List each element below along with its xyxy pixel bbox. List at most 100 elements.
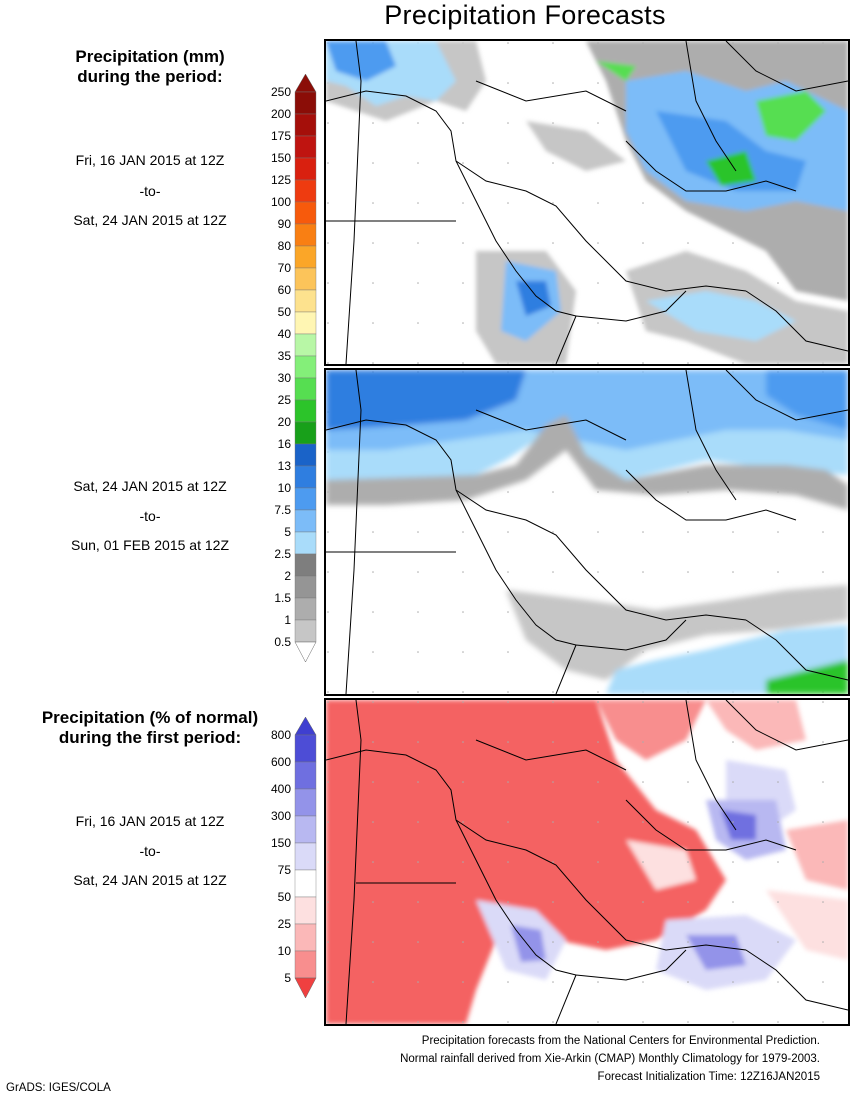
legend-pct-swatch — [294, 977, 317, 999]
legend-mm-label: 13 — [278, 459, 292, 473]
legend-pct-label: 300 — [271, 809, 291, 823]
legend-pct-swatch — [294, 761, 317, 790]
legend-mm-swatch — [294, 135, 317, 159]
legend-mm-swatch — [294, 157, 317, 181]
legend-pct-swatch — [294, 896, 317, 925]
legend-pct-swatch — [294, 788, 317, 817]
legend-pct-label: 600 — [271, 755, 291, 769]
legend-mm-swatch — [294, 113, 317, 137]
legend-mm-label: 2 — [284, 569, 291, 583]
legend-mm-label: 2.5 — [274, 547, 291, 561]
legend-pct-swatch — [294, 923, 317, 952]
legend-mm-swatch — [294, 509, 317, 533]
credits-line3: Forecast Initialization Time: 12Z16JAN20… — [597, 1071, 820, 1083]
legend-mm-label: 80 — [278, 239, 292, 253]
legend-mm-label: 1 — [284, 613, 291, 627]
credits-line2: Normal rainfall derived from Xie-Arkin (… — [400, 1053, 820, 1065]
legend-mm-swatch — [294, 201, 317, 225]
legend-mm-swatch — [294, 641, 317, 663]
legend-mm-swatch — [294, 597, 317, 621]
heading-precip-pct-line1: Precipitation (% of normal) — [41, 708, 259, 727]
legend-mm-label: 1.5 — [274, 591, 291, 605]
legend-pct-label: 150 — [271, 836, 291, 850]
legend-mm-label: 100 — [271, 195, 291, 209]
legend-mm-swatch — [294, 179, 317, 203]
legend-mm-swatch — [294, 223, 317, 247]
legend-pct-label: 75 — [278, 863, 292, 877]
heading-precip-pct-line2: during the first period: — [58, 728, 242, 747]
legend-mm-swatch — [294, 289, 317, 313]
legend-pct-swatch — [294, 734, 317, 763]
legend-pct-label: 5 — [284, 971, 291, 985]
legend-mm-label: 250 — [271, 85, 291, 99]
legend-pct-label: 25 — [278, 917, 292, 931]
legend-mm-label: 10 — [278, 481, 292, 495]
legend-mm-label: 7.5 — [274, 503, 291, 517]
legend-mm-swatch — [294, 443, 317, 467]
legend-mm-swatch — [294, 311, 317, 335]
legend-mm-swatch — [294, 377, 317, 401]
legend-pct-label: 50 — [278, 890, 292, 904]
period-3-to: Sat, 24 JAN 2015 at 12Z — [73, 872, 227, 888]
map-panel-percent-of-normal — [324, 698, 850, 1026]
legend-pct-label: 400 — [271, 782, 291, 796]
legend-mm-swatch — [294, 267, 317, 291]
map-panel-week1-precip — [324, 39, 850, 366]
legend-mm-label: 0.5 — [274, 635, 291, 649]
heading-precip-pct: Precipitation (% of normal) during the f… — [10, 708, 290, 748]
legend-mm-label: 35 — [278, 349, 292, 363]
legend-pct-top-arrow — [294, 716, 317, 736]
legend-mm-label: 25 — [278, 393, 292, 407]
legend-mm-label: 90 — [278, 217, 292, 231]
legend-mm-swatch — [294, 619, 317, 643]
credits-line1: Precipitation forecasts from the Nationa… — [421, 1035, 820, 1047]
legend-mm-label: 20 — [278, 415, 292, 429]
legend-mm-swatch — [294, 575, 317, 599]
legend-mm-swatch — [294, 553, 317, 577]
heading-precip-mm-line2: during the period: — [77, 67, 223, 86]
period-2-to: Sun, 01 FEB 2015 at 12Z — [71, 537, 229, 553]
legend-pct-swatch — [294, 950, 317, 979]
legend-mm-label: 50 — [278, 305, 292, 319]
legend-mm-swatch — [294, 245, 317, 269]
legend-mm-swatch — [294, 421, 317, 445]
legend-mm-label: 200 — [271, 107, 291, 121]
legend-mm-label: 175 — [271, 129, 291, 143]
legend-mm-swatch — [294, 355, 317, 379]
legend-mm-label: 5 — [284, 525, 291, 539]
precip-pct-color-legend: 800 600 400 300 150 75 50 25 10 5 — [271, 716, 317, 999]
legend-pct-label: 800 — [271, 728, 291, 742]
legend-mm-swatch — [294, 531, 317, 555]
legend-mm-swatch — [294, 487, 317, 511]
period-1-from: Fri, 16 JAN 2015 at 12Z — [75, 152, 225, 168]
legend-pct-swatch — [294, 869, 317, 898]
grads-footer: GrADS: IGES/COLA — [6, 1082, 111, 1094]
period-3-sep: -to- — [139, 843, 161, 859]
legend-mm-swatch — [294, 399, 317, 423]
legend-mm-label: 16 — [278, 437, 292, 451]
page-title: Precipitation Forecasts — [384, 0, 666, 30]
legend-mm-label: 30 — [278, 371, 292, 385]
period-2-from: Sat, 24 JAN 2015 at 12Z — [73, 478, 227, 494]
legend-mm-swatch — [294, 91, 317, 115]
credits: Precipitation forecasts from the Nationa… — [400, 1032, 820, 1086]
legend-pct-swatch — [294, 815, 317, 844]
period-2-sep: -to- — [139, 508, 161, 524]
legend-mm-swatch — [294, 333, 317, 357]
legend-mm-label: 70 — [278, 261, 292, 275]
legend-mm-label: 125 — [271, 173, 291, 187]
period-1-sep: -to- — [139, 183, 161, 199]
legend-mm-top-arrow — [294, 73, 317, 93]
legend-mm-label: 40 — [278, 327, 292, 341]
legend-mm-label: 150 — [271, 151, 291, 165]
precip-mm-color-legend: 2502001751501251009080706050403530252016… — [271, 73, 317, 663]
period-1-to: Sat, 24 JAN 2015 at 12Z — [73, 212, 227, 228]
period-3-from: Fri, 16 JAN 2015 at 12Z — [75, 813, 225, 829]
heading-precip-mm-line1: Precipitation (mm) — [75, 47, 225, 66]
legend-pct-label: 10 — [278, 944, 292, 958]
map-panel-week2-precip — [324, 368, 850, 696]
legend-mm-label: 60 — [278, 283, 292, 297]
legend-pct-swatch — [294, 842, 317, 871]
legend-mm-swatch — [294, 465, 317, 489]
heading-precip-mm: Precipitation (mm) during the period: — [20, 47, 280, 87]
